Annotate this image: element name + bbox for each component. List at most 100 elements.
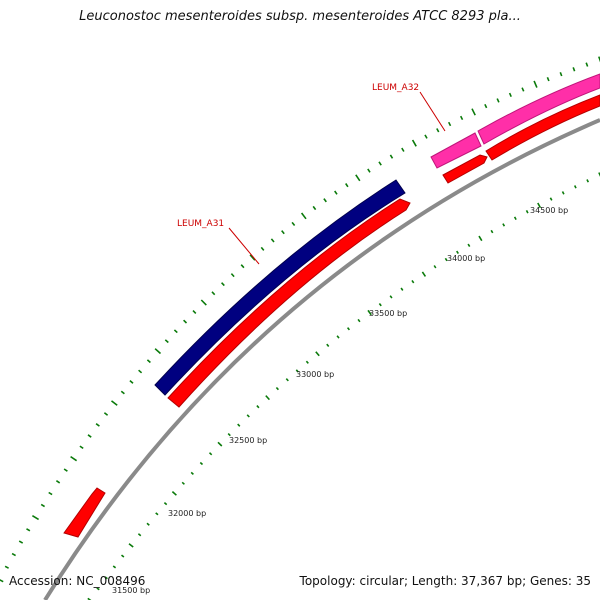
scale-tick-mark [334,190,338,195]
gene-label-leader-a31 [228,227,260,265]
gene-label-leum-a31: LEUM_A31 [177,219,224,229]
tick-label-32000: 32000 bp [168,509,206,518]
scale-tick-mark [227,433,231,437]
scale-tick-mark [275,386,279,391]
scale-tick-mark [129,379,134,384]
cds-feature-leum-a31 [167,198,411,408]
scale-tick-mark [171,491,177,496]
scale-tick-mark [572,67,576,72]
tick-label-32500: 32500 bp [229,436,267,445]
scale-tick-mark [586,179,590,183]
scale-tick-mark [378,161,382,166]
scale-tick-mark [598,172,600,177]
scale-tick-mark [444,257,448,262]
scale-tick-mark [137,533,142,537]
topology-summary: Topology: circular; Length: 37,367 bp; G… [299,574,591,588]
scale-tick-mark [478,235,483,242]
scale-tick-mark [190,471,194,475]
scale-tick-mark [346,327,351,331]
scale-tick-marks [0,56,600,600]
scale-tick-mark [146,522,150,526]
scale-tick-mark [87,597,92,600]
scale-tick-mark [502,223,506,227]
scale-tick-mark [237,423,241,427]
scale-tick-mark [230,273,235,278]
scale-tick-mark [183,319,188,324]
scale-tick-mark [31,515,40,521]
scale-tick-mark [163,501,168,506]
scale-tick-mark [79,445,84,450]
scale-tick-mark [315,351,320,357]
scale-tick-mark [401,147,405,152]
scale-tick-mark [128,543,134,548]
scale-tick-mark [87,434,92,438]
scale-tick-mark [424,134,428,139]
scale-tick-mark [63,468,68,472]
scale-tick-mark [211,291,216,296]
scale-tick-mark [537,202,542,209]
scale-tick-mark [433,265,437,269]
scale-tick-mark [533,80,538,88]
cds-feature-leum-a32 [442,154,488,184]
scale-tick-mark [155,512,159,516]
scale-tick-mark [305,360,309,364]
tick-label-34000: 34000 bp [447,254,485,263]
scale-tick-mark [217,441,223,447]
scale-tick-mark [11,552,16,557]
scale-tick-mark [281,230,285,235]
scale-tick-mark [300,212,307,220]
scale-tick-mark [508,92,512,98]
scale-tick-mark [260,246,265,251]
accession-text: Accession: NC_008496 [9,574,146,588]
scale-tick-mark [192,310,197,314]
scale-tick-mark [70,455,78,462]
scale-tick-mark [295,369,299,373]
scale-tick-mark [421,271,427,277]
scale-tick-mark [173,329,178,334]
scale-tick-mark [389,154,394,159]
scale-tick-mark [164,339,169,344]
scale-tick-mark [270,238,275,243]
scale-tick-mark [249,254,256,261]
scale-tick-mark [323,198,327,203]
tick-label-33500: 33500 bp [369,309,407,318]
scale-tick-mark [138,369,143,374]
scale-tick-mark [345,183,349,188]
gene-leum-a32-continuation [477,73,600,145]
scale-tick-mark [389,295,393,299]
cds-feature-lower [63,487,106,538]
scale-tick-mark [400,287,404,291]
scale-tick-mark [436,128,440,133]
scale-tick-mark [585,62,589,67]
scale-tick-mark [104,576,108,580]
scale-tick-mark [112,565,117,569]
scale-tick-mark [312,205,317,211]
scale-tick-mark [411,139,417,147]
scale-tick-mark [103,412,109,416]
scale-tick-mark [573,185,577,189]
tick-label-34500: 34500 bp [530,206,568,215]
cds-feature-upper [485,94,600,161]
scale-tick-mark [367,309,372,316]
scale-tick-mark [336,335,340,339]
scale-tick-mark [546,76,550,82]
scale-tick-mark [467,243,471,248]
scale-tick-mark [411,279,415,284]
scale-tick-mark [326,343,330,347]
scale-tick-mark [55,480,61,484]
scale-tick-mark [18,540,24,544]
gene-label-leader-a32 [419,91,446,132]
scale-tick-mark [549,197,553,201]
scale-tick-mark [146,359,151,364]
scale-tick-mark [95,423,100,427]
scale-tick-mark [208,452,213,456]
scale-tick-mark [111,400,118,406]
scale-tick-mark [355,174,361,182]
tick-label-31500: 31500 bp [112,586,150,595]
scale-tick-mark [285,378,289,382]
scale-tick-mark [490,229,494,234]
scale-tick-mark [4,565,9,569]
scale-tick-mark [357,318,361,323]
scale-tick-mark [200,299,207,306]
